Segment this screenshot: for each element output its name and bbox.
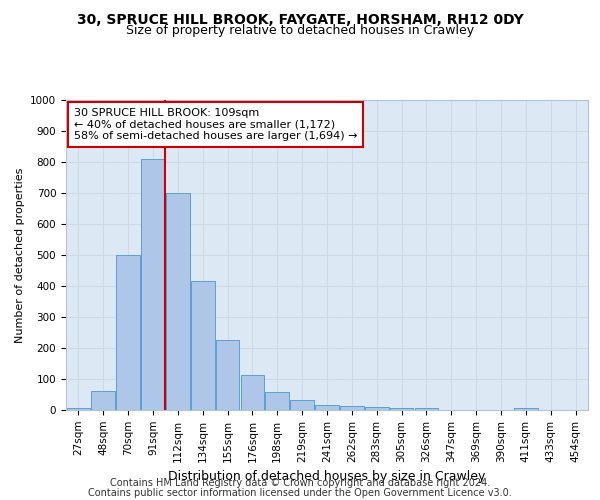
X-axis label: Distribution of detached houses by size in Crawley: Distribution of detached houses by size …: [169, 470, 485, 483]
Text: 30 SPRUCE HILL BROOK: 109sqm
← 40% of detached houses are smaller (1,172)
58% of: 30 SPRUCE HILL BROOK: 109sqm ← 40% of de…: [74, 108, 358, 141]
Bar: [415, 408, 438, 410]
Bar: [315, 404, 339, 410]
Bar: [116, 255, 140, 410]
Bar: [191, 282, 215, 410]
Text: 30, SPRUCE HILL BROOK, FAYGATE, HORSHAM, RH12 0DY: 30, SPRUCE HILL BROOK, FAYGATE, HORSHAM,…: [77, 12, 523, 26]
Bar: [365, 407, 389, 410]
Bar: [166, 193, 190, 410]
Y-axis label: Number of detached properties: Number of detached properties: [14, 168, 25, 342]
Text: Contains public sector information licensed under the Open Government Licence v3: Contains public sector information licen…: [88, 488, 512, 498]
Bar: [67, 408, 90, 410]
Bar: [216, 340, 239, 410]
Text: Size of property relative to detached houses in Crawley: Size of property relative to detached ho…: [126, 24, 474, 37]
Bar: [390, 408, 413, 410]
Bar: [265, 392, 289, 410]
Bar: [141, 159, 165, 410]
Bar: [91, 392, 115, 410]
Bar: [514, 408, 538, 410]
Bar: [241, 376, 264, 410]
Bar: [290, 400, 314, 410]
Text: Contains HM Land Registry data © Crown copyright and database right 2024.: Contains HM Land Registry data © Crown c…: [110, 478, 490, 488]
Bar: [340, 406, 364, 410]
